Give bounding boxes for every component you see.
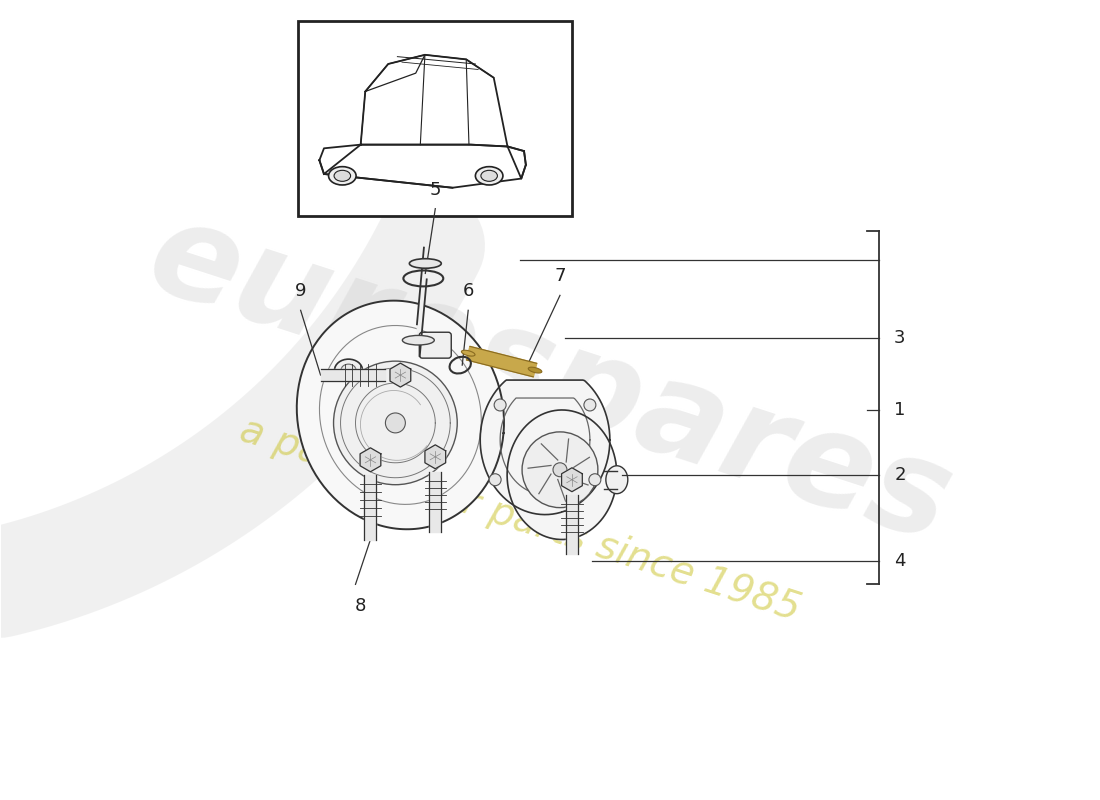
Ellipse shape (461, 350, 475, 356)
Ellipse shape (528, 367, 542, 373)
Polygon shape (466, 346, 537, 377)
Polygon shape (566, 494, 578, 554)
Ellipse shape (334, 359, 363, 381)
Ellipse shape (481, 170, 497, 182)
Circle shape (522, 432, 598, 508)
Polygon shape (297, 301, 504, 530)
Polygon shape (320, 369, 385, 381)
Text: 3: 3 (894, 330, 905, 347)
Ellipse shape (341, 364, 356, 376)
Text: 9: 9 (295, 282, 307, 300)
Bar (298, 22, 572, 216)
FancyBboxPatch shape (419, 332, 451, 358)
Circle shape (494, 399, 506, 411)
Circle shape (490, 474, 502, 486)
Text: 8: 8 (355, 598, 366, 615)
Text: eurospares: eurospares (133, 190, 967, 570)
Text: 2: 2 (894, 466, 905, 484)
Circle shape (553, 462, 566, 477)
Polygon shape (360, 448, 381, 472)
Text: a passion for parts since 1985: a passion for parts since 1985 (235, 410, 805, 628)
Ellipse shape (606, 466, 628, 494)
Polygon shape (507, 410, 617, 539)
Text: 7: 7 (554, 267, 565, 286)
Text: 1: 1 (894, 401, 905, 419)
Text: 6: 6 (462, 282, 474, 300)
Ellipse shape (409, 258, 441, 268)
Polygon shape (425, 445, 446, 469)
Circle shape (333, 361, 458, 485)
Circle shape (385, 413, 406, 433)
Polygon shape (481, 380, 609, 514)
Polygon shape (429, 472, 441, 531)
Ellipse shape (403, 335, 434, 345)
Text: 4: 4 (894, 553, 905, 570)
Circle shape (584, 399, 596, 411)
Ellipse shape (475, 166, 503, 185)
Ellipse shape (329, 166, 356, 185)
Polygon shape (417, 247, 427, 356)
Circle shape (588, 474, 601, 486)
Text: 5: 5 (429, 181, 441, 198)
Polygon shape (562, 468, 582, 492)
Ellipse shape (334, 170, 351, 182)
Polygon shape (364, 474, 376, 539)
Polygon shape (390, 363, 410, 387)
